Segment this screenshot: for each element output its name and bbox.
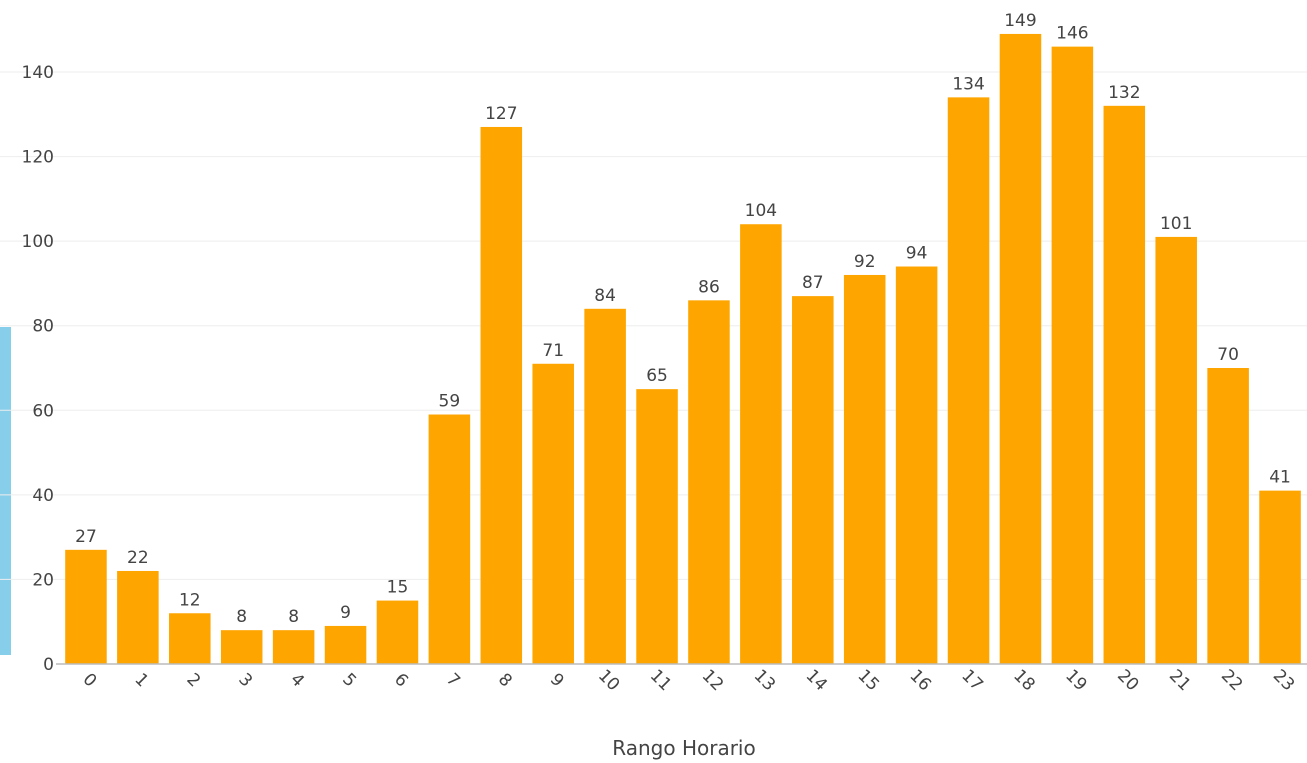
bar (428, 414, 471, 664)
y-tick-label: 120 (22, 148, 54, 168)
x-tick-label: 0 (79, 670, 101, 692)
bar-value-label: 59 (439, 392, 461, 412)
bar (999, 33, 1042, 664)
bar-value-label: 84 (594, 286, 616, 306)
x-tick-label: 22 (1217, 666, 1246, 695)
bar (480, 126, 523, 664)
x-tick-label: 11 (646, 666, 675, 695)
bar-value-label: 104 (745, 201, 777, 221)
bar-value-label: 8 (288, 607, 299, 627)
x-tick-label: 14 (802, 666, 831, 695)
bar-value-label: 87 (802, 273, 824, 293)
x-tick-label: 23 (1269, 666, 1298, 695)
bar-value-label: 70 (1217, 345, 1239, 365)
bar-value-label: 15 (387, 578, 409, 598)
x-tick-label: 18 (1009, 666, 1038, 695)
bar-value-label: 149 (1004, 11, 1036, 31)
bar-value-label: 41 (1269, 468, 1291, 488)
bar (220, 630, 263, 664)
bar (376, 600, 419, 664)
x-tick-label: 13 (750, 666, 779, 695)
bar (1103, 105, 1146, 665)
bar-value-label: 127 (485, 104, 517, 124)
adjacent-panel-strip (0, 327, 11, 655)
y-tick-label: 140 (22, 63, 54, 83)
x-tick-label: 3 (234, 670, 256, 692)
y-tick-label: 0 (43, 655, 54, 675)
bar (324, 625, 367, 664)
bar-value-label: 134 (952, 74, 984, 94)
x-tick-label: 10 (594, 666, 623, 695)
bar-value-label: 65 (646, 366, 668, 386)
bar (532, 363, 574, 664)
x-tick-label: 12 (698, 666, 727, 695)
bar (740, 224, 782, 664)
bar-value-label: 86 (698, 277, 720, 297)
bar-value-label: 9 (340, 603, 351, 623)
bar (792, 296, 834, 664)
bar (272, 630, 315, 664)
x-tick-label: 17 (957, 666, 986, 695)
bar-value-label: 92 (854, 252, 876, 272)
x-tick-label: 1 (131, 670, 153, 692)
y-tick-label: 20 (32, 570, 54, 590)
x-tick-label: 7 (442, 670, 464, 692)
bar-value-label: 22 (127, 548, 149, 568)
x-tick-label: 6 (390, 670, 412, 692)
bar (688, 300, 730, 664)
bar-value-label: 27 (75, 527, 97, 547)
bar-value-label: 146 (1056, 24, 1088, 44)
x-tick-label: 5 (338, 670, 360, 692)
bar (1051, 46, 1094, 665)
y-tick-label: 80 (32, 317, 54, 337)
x-tick-label: 2 (182, 670, 204, 692)
bar-value-label: 132 (1108, 83, 1140, 103)
bar (117, 570, 159, 664)
bar-value-label: 8 (236, 607, 247, 627)
bar (169, 613, 211, 664)
bar (1207, 368, 1249, 664)
bar (895, 266, 938, 664)
bar-value-label: 12 (179, 590, 201, 610)
x-axis-title: Rango Horario (612, 736, 755, 760)
x-tick-label: 19 (1061, 666, 1090, 695)
bar-value-label: 94 (906, 244, 928, 264)
bar (947, 97, 990, 664)
bar-value-label: 71 (542, 341, 564, 361)
x-tick-label: 9 (546, 670, 568, 692)
x-tick-label: 15 (854, 666, 883, 695)
bar (636, 389, 678, 664)
bar (1259, 490, 1301, 664)
y-tick-label: 40 (32, 486, 54, 506)
bar (843, 274, 886, 664)
x-tick-label: 4 (286, 670, 308, 692)
bar (1155, 236, 1197, 664)
bar (65, 549, 107, 664)
x-tick-label: 20 (1113, 666, 1142, 695)
y-tick-label: 100 (22, 232, 54, 252)
bar (584, 308, 626, 664)
bar-value-label: 101 (1160, 214, 1192, 234)
x-tick-label: 21 (1165, 666, 1194, 695)
x-tick-label: 8 (494, 670, 516, 692)
y-tick-label: 60 (32, 401, 54, 421)
x-tick-label: 16 (905, 666, 934, 695)
